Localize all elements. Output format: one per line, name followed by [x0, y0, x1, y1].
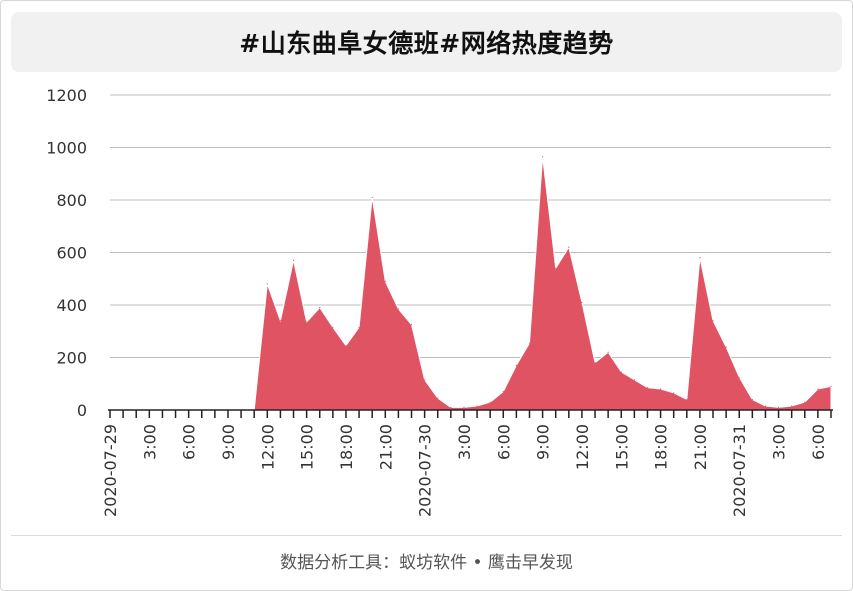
x-tick-label: 3:00 [455, 424, 474, 460]
y-tick-label: 200 [56, 349, 87, 368]
x-tick-label: 6:00 [809, 424, 828, 460]
data-point [764, 405, 767, 407]
data-point [568, 246, 570, 248]
x-tick-label: 12:00 [573, 424, 592, 470]
data-point [594, 362, 596, 364]
y-tick-label: 1000 [46, 139, 87, 158]
x-tick-label: 18:00 [652, 424, 671, 470]
y-tick-label: 600 [56, 244, 87, 263]
data-point [489, 401, 491, 403]
data-point [751, 398, 753, 401]
y-tick-label: 1200 [46, 86, 87, 105]
data-point [712, 320, 714, 322]
data-point [699, 257, 701, 259]
x-tick-label: 15:00 [612, 424, 631, 470]
data-point [319, 307, 321, 309]
footer-source: 数据分析工具：蚁坊软件 • 鹰击早发现 [280, 553, 573, 573]
x-tick-label: 15:00 [298, 424, 317, 470]
data-point [397, 308, 399, 310]
x-tick-label: 9:00 [534, 424, 553, 460]
data-point [817, 388, 819, 390]
data-point [791, 405, 793, 407]
data-point [332, 326, 334, 328]
y-tick-label: 400 [56, 296, 87, 315]
data-point [371, 196, 373, 198]
data-point [384, 280, 386, 282]
x-tick-label: 18:00 [337, 424, 356, 470]
data-point [725, 346, 727, 348]
x-tick-label: 9:00 [219, 424, 238, 460]
data-point [738, 376, 740, 378]
x-tick-label: 21:00 [376, 424, 395, 470]
data-point [686, 398, 688, 401]
data-point [437, 397, 439, 399]
data-point [266, 283, 268, 285]
x-tick-label: 2020-07-29 [101, 424, 120, 517]
y-tick-label: 800 [56, 191, 87, 210]
data-point [450, 406, 452, 408]
data-point [633, 379, 635, 381]
data-point [555, 267, 557, 269]
footer-divider [11, 535, 842, 536]
data-point [659, 388, 662, 390]
data-point [528, 342, 531, 344]
title-bar: #山东曲阜女德班#网络热度趋势 [11, 12, 842, 72]
data-point [673, 392, 675, 394]
x-tick-label: 6:00 [180, 424, 199, 460]
data-point [607, 351, 609, 353]
data-point [620, 371, 622, 373]
x-tick-label: 21:00 [691, 424, 710, 470]
data-point [410, 324, 413, 326]
chart-title: #山东曲阜女德班#网络热度趋势 [239, 29, 614, 58]
x-tick-label: 3:00 [770, 424, 789, 460]
data-point [804, 401, 806, 403]
data-point [777, 406, 780, 408]
data-point [345, 345, 347, 347]
data-point [424, 379, 426, 381]
data-point [502, 391, 504, 393]
data-point [515, 364, 517, 366]
data-point [358, 326, 360, 328]
data-point [279, 320, 282, 322]
data-point [542, 156, 544, 158]
data-point [306, 321, 308, 323]
x-tick-label: 6:00 [494, 424, 513, 460]
data-point [476, 405, 478, 407]
series-area [110, 156, 832, 411]
data-point [581, 301, 583, 303]
y-tick-label: 0 [77, 401, 87, 420]
data-point [830, 385, 832, 387]
x-tick-label: 2020-07-31 [730, 424, 749, 517]
data-point [463, 406, 465, 408]
x-tick-label: 2020-07-30 [416, 424, 435, 517]
x-tick-label: 3:00 [140, 424, 159, 460]
data-point [646, 387, 649, 389]
data-point [292, 259, 295, 261]
x-tick-label: 12:00 [258, 424, 277, 470]
